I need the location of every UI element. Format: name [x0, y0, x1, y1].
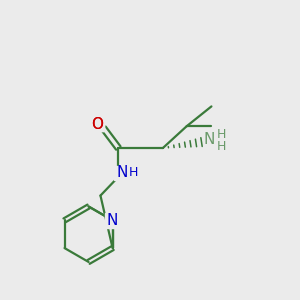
Bar [114, 166, 132, 180]
Text: H: H [128, 166, 138, 179]
Bar [91, 117, 104, 131]
Text: H: H [217, 140, 226, 152]
Text: O: O [92, 117, 104, 132]
Text: N: N [117, 165, 128, 180]
Bar [105, 213, 120, 228]
Text: O: O [92, 117, 104, 132]
Text: N: N [204, 132, 215, 147]
Text: N: N [107, 213, 118, 228]
Text: H: H [217, 128, 226, 141]
Bar [91, 117, 104, 131]
